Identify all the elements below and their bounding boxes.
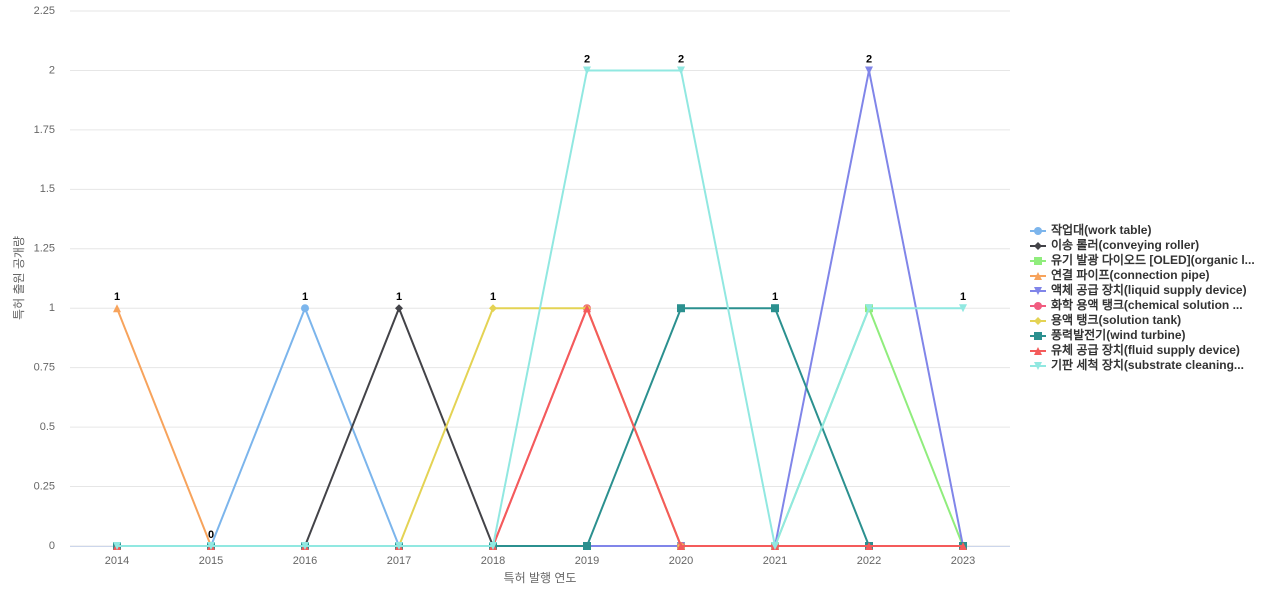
data-label: 1 [490, 291, 496, 303]
data-label: 2 [678, 53, 684, 65]
y-tick-label: 0.5 [40, 421, 55, 433]
data-point [771, 304, 779, 313]
data-label: 1 [396, 291, 402, 303]
data-label: 2 [866, 53, 872, 65]
data-point [489, 542, 497, 550]
legend-marker [1034, 362, 1042, 370]
data-point [771, 542, 779, 550]
legend-marker [1034, 287, 1042, 295]
y-tick-label: 1.5 [40, 183, 55, 195]
legend-item[interactable]: 풍력발전기(wind turbine) [1030, 327, 1186, 342]
legend-label: 연결 파이프(connection pipe) [1051, 267, 1210, 282]
legend-item[interactable]: 유기 발광 다이오드 [OLED](organic l... [1030, 252, 1255, 267]
x-tick-label: 2022 [857, 555, 881, 567]
legend-marker [1034, 227, 1042, 235]
data-point [301, 542, 309, 550]
data-label: 1 [772, 291, 778, 303]
data-label: 1 [302, 291, 308, 303]
y-tick-label: 2 [49, 64, 55, 76]
data-point [583, 304, 591, 313]
legend-item[interactable]: 기판 세척 장치(substrate cleaning... [1030, 357, 1244, 372]
y-tick-label: 1.25 [34, 243, 55, 255]
legend-label: 기판 세척 장치(substrate cleaning... [1051, 357, 1244, 372]
data-point [301, 304, 309, 313]
legend-label: 액체 공급 장치(liquid supply device) [1051, 282, 1247, 297]
data-point [677, 304, 685, 313]
legend-item[interactable]: 작업대(work table) [1030, 222, 1151, 237]
data-point [489, 304, 497, 313]
data-point [865, 66, 873, 75]
legend-marker [1034, 302, 1042, 310]
y-tick-label: 0.75 [34, 362, 55, 374]
data-point [113, 542, 121, 550]
legend-item[interactable]: 화학 용액 탱크(chemical solution ... [1030, 297, 1243, 312]
x-tick-label: 2021 [763, 555, 787, 567]
legend-label: 유체 공급 장치(fluid supply device) [1051, 342, 1240, 357]
data-point [865, 542, 873, 550]
y-tick-label: 1 [49, 302, 55, 314]
y-tick-label: 0 [49, 540, 55, 552]
x-tick-label: 2019 [575, 555, 599, 567]
legend-marker [1034, 332, 1042, 340]
legend-item[interactable]: 이송 롤러(conveying roller) [1030, 237, 1199, 252]
legend-label: 용액 탱크(solution tank) [1051, 312, 1181, 327]
legend-item[interactable]: 용액 탱크(solution tank) [1030, 312, 1181, 327]
legend-marker [1034, 317, 1042, 325]
data-label: 1 [960, 291, 966, 303]
x-tick-label: 2017 [387, 555, 411, 567]
data-point [583, 66, 591, 75]
legend-marker [1034, 257, 1042, 265]
series-line [117, 69, 963, 550]
legend-marker [1034, 272, 1042, 280]
legend-label: 작업대(work table) [1051, 222, 1151, 237]
x-tick-label: 2014 [105, 555, 129, 567]
legend-item[interactable]: 연결 파이프(connection pipe) [1030, 267, 1210, 282]
x-tick-label: 2018 [481, 555, 505, 567]
data-label: 1 [114, 291, 120, 303]
data-label: 0 [208, 529, 214, 541]
data-point [865, 304, 873, 313]
x-tick-label: 2023 [951, 555, 975, 567]
data-point [395, 542, 403, 550]
data-point [583, 542, 591, 550]
legend-label: 유기 발광 다이오드 [OLED](organic l... [1051, 252, 1255, 267]
legend-label: 풍력발전기(wind turbine) [1051, 327, 1186, 342]
data-point [395, 304, 403, 313]
x-tick-label: 2020 [669, 555, 693, 567]
data-point [959, 304, 967, 313]
x-tick-label: 2016 [293, 555, 317, 567]
series [113, 66, 967, 550]
y-tick-label: 1.75 [34, 124, 55, 136]
y-tick-label: 0.25 [34, 480, 55, 492]
legend-item[interactable]: 액체 공급 장치(liquid supply device) [1030, 282, 1247, 297]
x-tick-label: 2015 [199, 555, 223, 567]
data-point [207, 542, 215, 550]
data-point [677, 542, 685, 550]
legend-marker [1034, 347, 1042, 355]
data-point [677, 66, 685, 75]
data-label: 2 [584, 53, 590, 65]
legend-label: 이송 롤러(conveying roller) [1051, 237, 1199, 252]
legend-item[interactable]: 유체 공급 장치(fluid supply device) [1030, 342, 1240, 357]
data-point [959, 542, 967, 550]
data-point [113, 304, 121, 313]
x-axis-title: 특허 발행 연도 [504, 570, 577, 585]
legend-label: 화학 용액 탱크(chemical solution ... [1051, 297, 1243, 312]
y-axis-title: 특허 출원 공개량 [12, 236, 26, 320]
legend-marker [1034, 242, 1042, 250]
y-tick-label: 2.25 [34, 5, 55, 17]
